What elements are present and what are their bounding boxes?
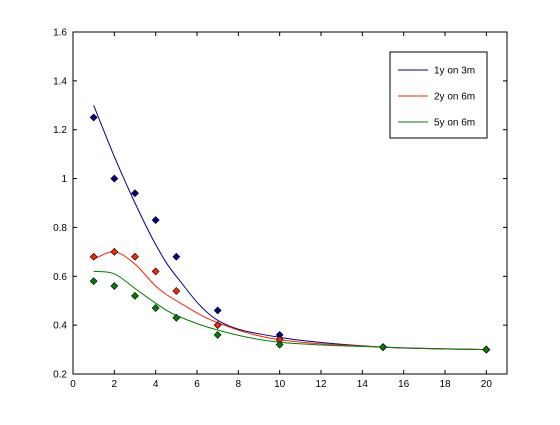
data-point-2y-on-6m	[172, 287, 181, 295]
data-point-2y-on-6m	[151, 267, 160, 276]
x-tick-label: 2	[112, 379, 118, 390]
data-point-5y-on-6m	[172, 313, 181, 322]
data-point-1y-on-3m	[151, 216, 160, 225]
x-tick-label: 12	[315, 379, 327, 390]
y-tick-label: 0.2	[53, 370, 67, 381]
x-tick-label: 16	[398, 379, 410, 390]
x-axis: 0 2 4 6 8 10 12 14 16 18 20	[70, 32, 492, 390]
data-point-1y-on-3m	[89, 113, 98, 122]
data-point-5y-on-6m	[482, 345, 491, 354]
legend-label: 1y on 3m	[434, 66, 475, 77]
data-point-2y-on-6m	[213, 321, 222, 330]
data-point-2y-on-6m	[131, 252, 139, 261]
x-tick-label: 20	[481, 379, 493, 390]
legend-box	[389, 51, 488, 139]
x-tick-label: 18	[439, 379, 451, 390]
x-tick-label: 14	[357, 379, 369, 390]
legend-label: 5y on 6m	[434, 118, 475, 129]
data-point-5y-on-6m	[89, 277, 98, 286]
legend: 1y on 3m 2y on 6m 5y on 6m	[389, 51, 488, 139]
data-point-5y-on-6m	[213, 330, 222, 339]
data-point-1y-on-3m	[131, 189, 139, 198]
x-tick-label: 8	[236, 379, 242, 390]
x-tick-label: 6	[194, 379, 200, 390]
data-point-5y-on-6m	[110, 282, 119, 290]
data-point-5y-on-6m	[151, 304, 160, 312]
y-tick-label: 1.6	[53, 28, 67, 39]
y-tick-label: 0.6	[53, 272, 67, 283]
y-tick-label: 1	[61, 174, 67, 185]
series-5y-on-6m	[89, 270, 491, 354]
x-tick-label: 4	[153, 379, 159, 390]
x-tick-label: 0	[70, 379, 76, 390]
y-tick-label: 0.4	[53, 321, 67, 332]
data-point-1y-on-3m	[213, 306, 222, 315]
x-tick-label: 10	[274, 379, 286, 390]
data-point-1y-on-3m	[172, 252, 181, 261]
y-tick-label: 1.4	[53, 76, 67, 87]
data-point-2y-on-6m	[110, 247, 119, 256]
data-point-5y-on-6m	[131, 291, 139, 300]
y-axis: 0.2 0.4 0.6 0.8 1 1.2 1.4 1.6	[53, 28, 507, 381]
y-tick-label: 1.2	[53, 125, 67, 136]
y-tick-label: 0.8	[53, 223, 67, 234]
data-point-5y-on-6m	[275, 340, 284, 349]
data-point-1y-on-3m	[110, 174, 119, 183]
legend-label: 2y on 6m	[434, 92, 475, 103]
data-point-5y-on-6m	[379, 343, 387, 352]
series-2y-on-6m	[89, 247, 491, 354]
plot-frame	[72, 31, 508, 375]
data-point-2y-on-6m	[89, 252, 98, 261]
series-layer	[89, 105, 491, 354]
